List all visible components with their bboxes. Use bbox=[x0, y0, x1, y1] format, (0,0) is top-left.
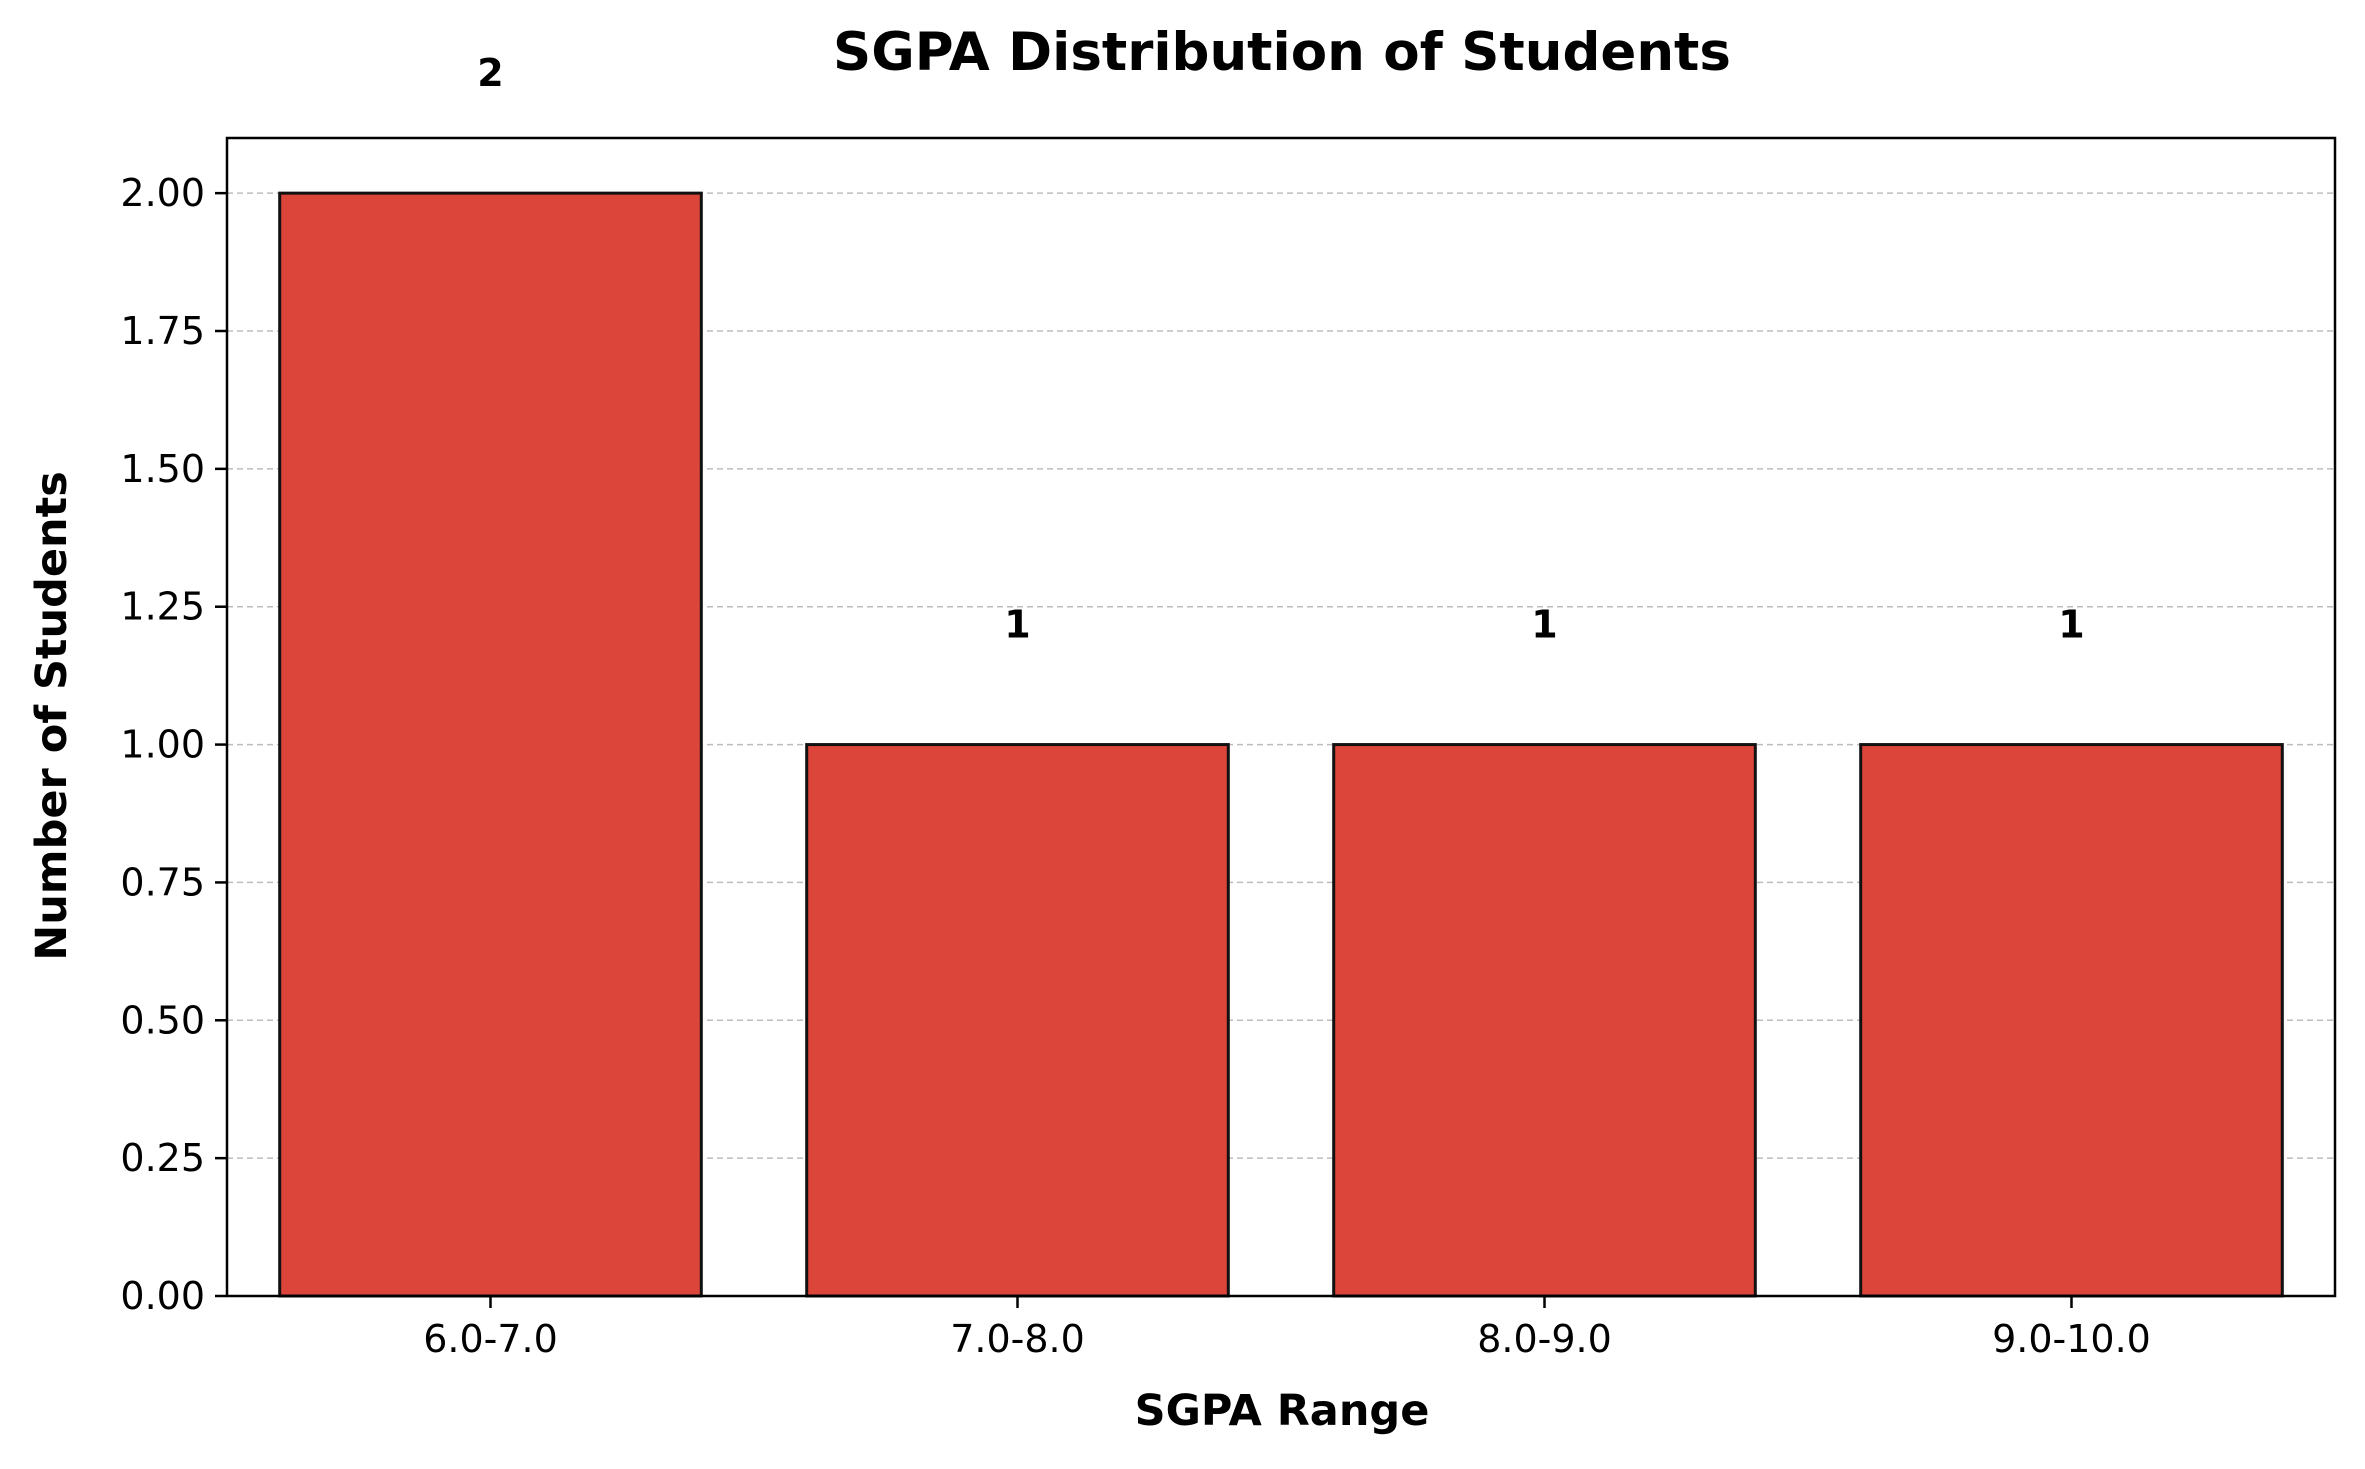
bar bbox=[1332, 743, 1757, 1298]
bar-value-label: 1 bbox=[1004, 602, 1030, 646]
y-tick-label: 2.00 bbox=[120, 171, 205, 215]
bar bbox=[278, 191, 703, 1298]
x-tick-label: 8.0-9.0 bbox=[1477, 1317, 1612, 1361]
y-tick-label: 1.00 bbox=[120, 723, 205, 767]
bar bbox=[805, 743, 1230, 1298]
y-tick-label: 1.50 bbox=[120, 447, 205, 491]
y-tick-label: 0.50 bbox=[120, 998, 205, 1042]
x-axis-ticks: 6.0-7.0 7.0-8.0 8.0-9.0 9.0-10.0 bbox=[423, 1296, 2151, 1361]
x-tick-label: 9.0-10.0 bbox=[1992, 1317, 2151, 1361]
y-tick-label: 0.00 bbox=[120, 1274, 205, 1318]
y-tick-label: 0.25 bbox=[120, 1136, 205, 1180]
bar-value-label: 1 bbox=[2058, 602, 2084, 646]
y-tick-label: 1.25 bbox=[120, 585, 205, 629]
bars bbox=[278, 191, 2284, 1298]
bar-value-label: 2 bbox=[477, 51, 503, 95]
bar-value-labels: 2 1 1 1 bbox=[477, 51, 2084, 646]
y-axis-title: Number of Students bbox=[27, 471, 77, 961]
x-tick-label: 7.0-8.0 bbox=[950, 1317, 1085, 1361]
y-axis-ticks: 0.00 0.25 0.50 0.75 1.00 1.25 1.50 1.75 2.00 bbox=[120, 171, 227, 1318]
plot-frame bbox=[225, 136, 2337, 1298]
x-tick-label: 6.0-7.0 bbox=[423, 1317, 558, 1361]
bar-value-label: 1 bbox=[1531, 602, 1557, 646]
y-tick-label: 1.75 bbox=[120, 309, 205, 353]
bar bbox=[1859, 743, 2284, 1298]
chart-title: SGPA Distribution of Students bbox=[833, 22, 1731, 83]
x-axis-title: SGPA Range bbox=[1135, 1386, 1430, 1436]
y-tick-label: 0.75 bbox=[120, 860, 205, 904]
